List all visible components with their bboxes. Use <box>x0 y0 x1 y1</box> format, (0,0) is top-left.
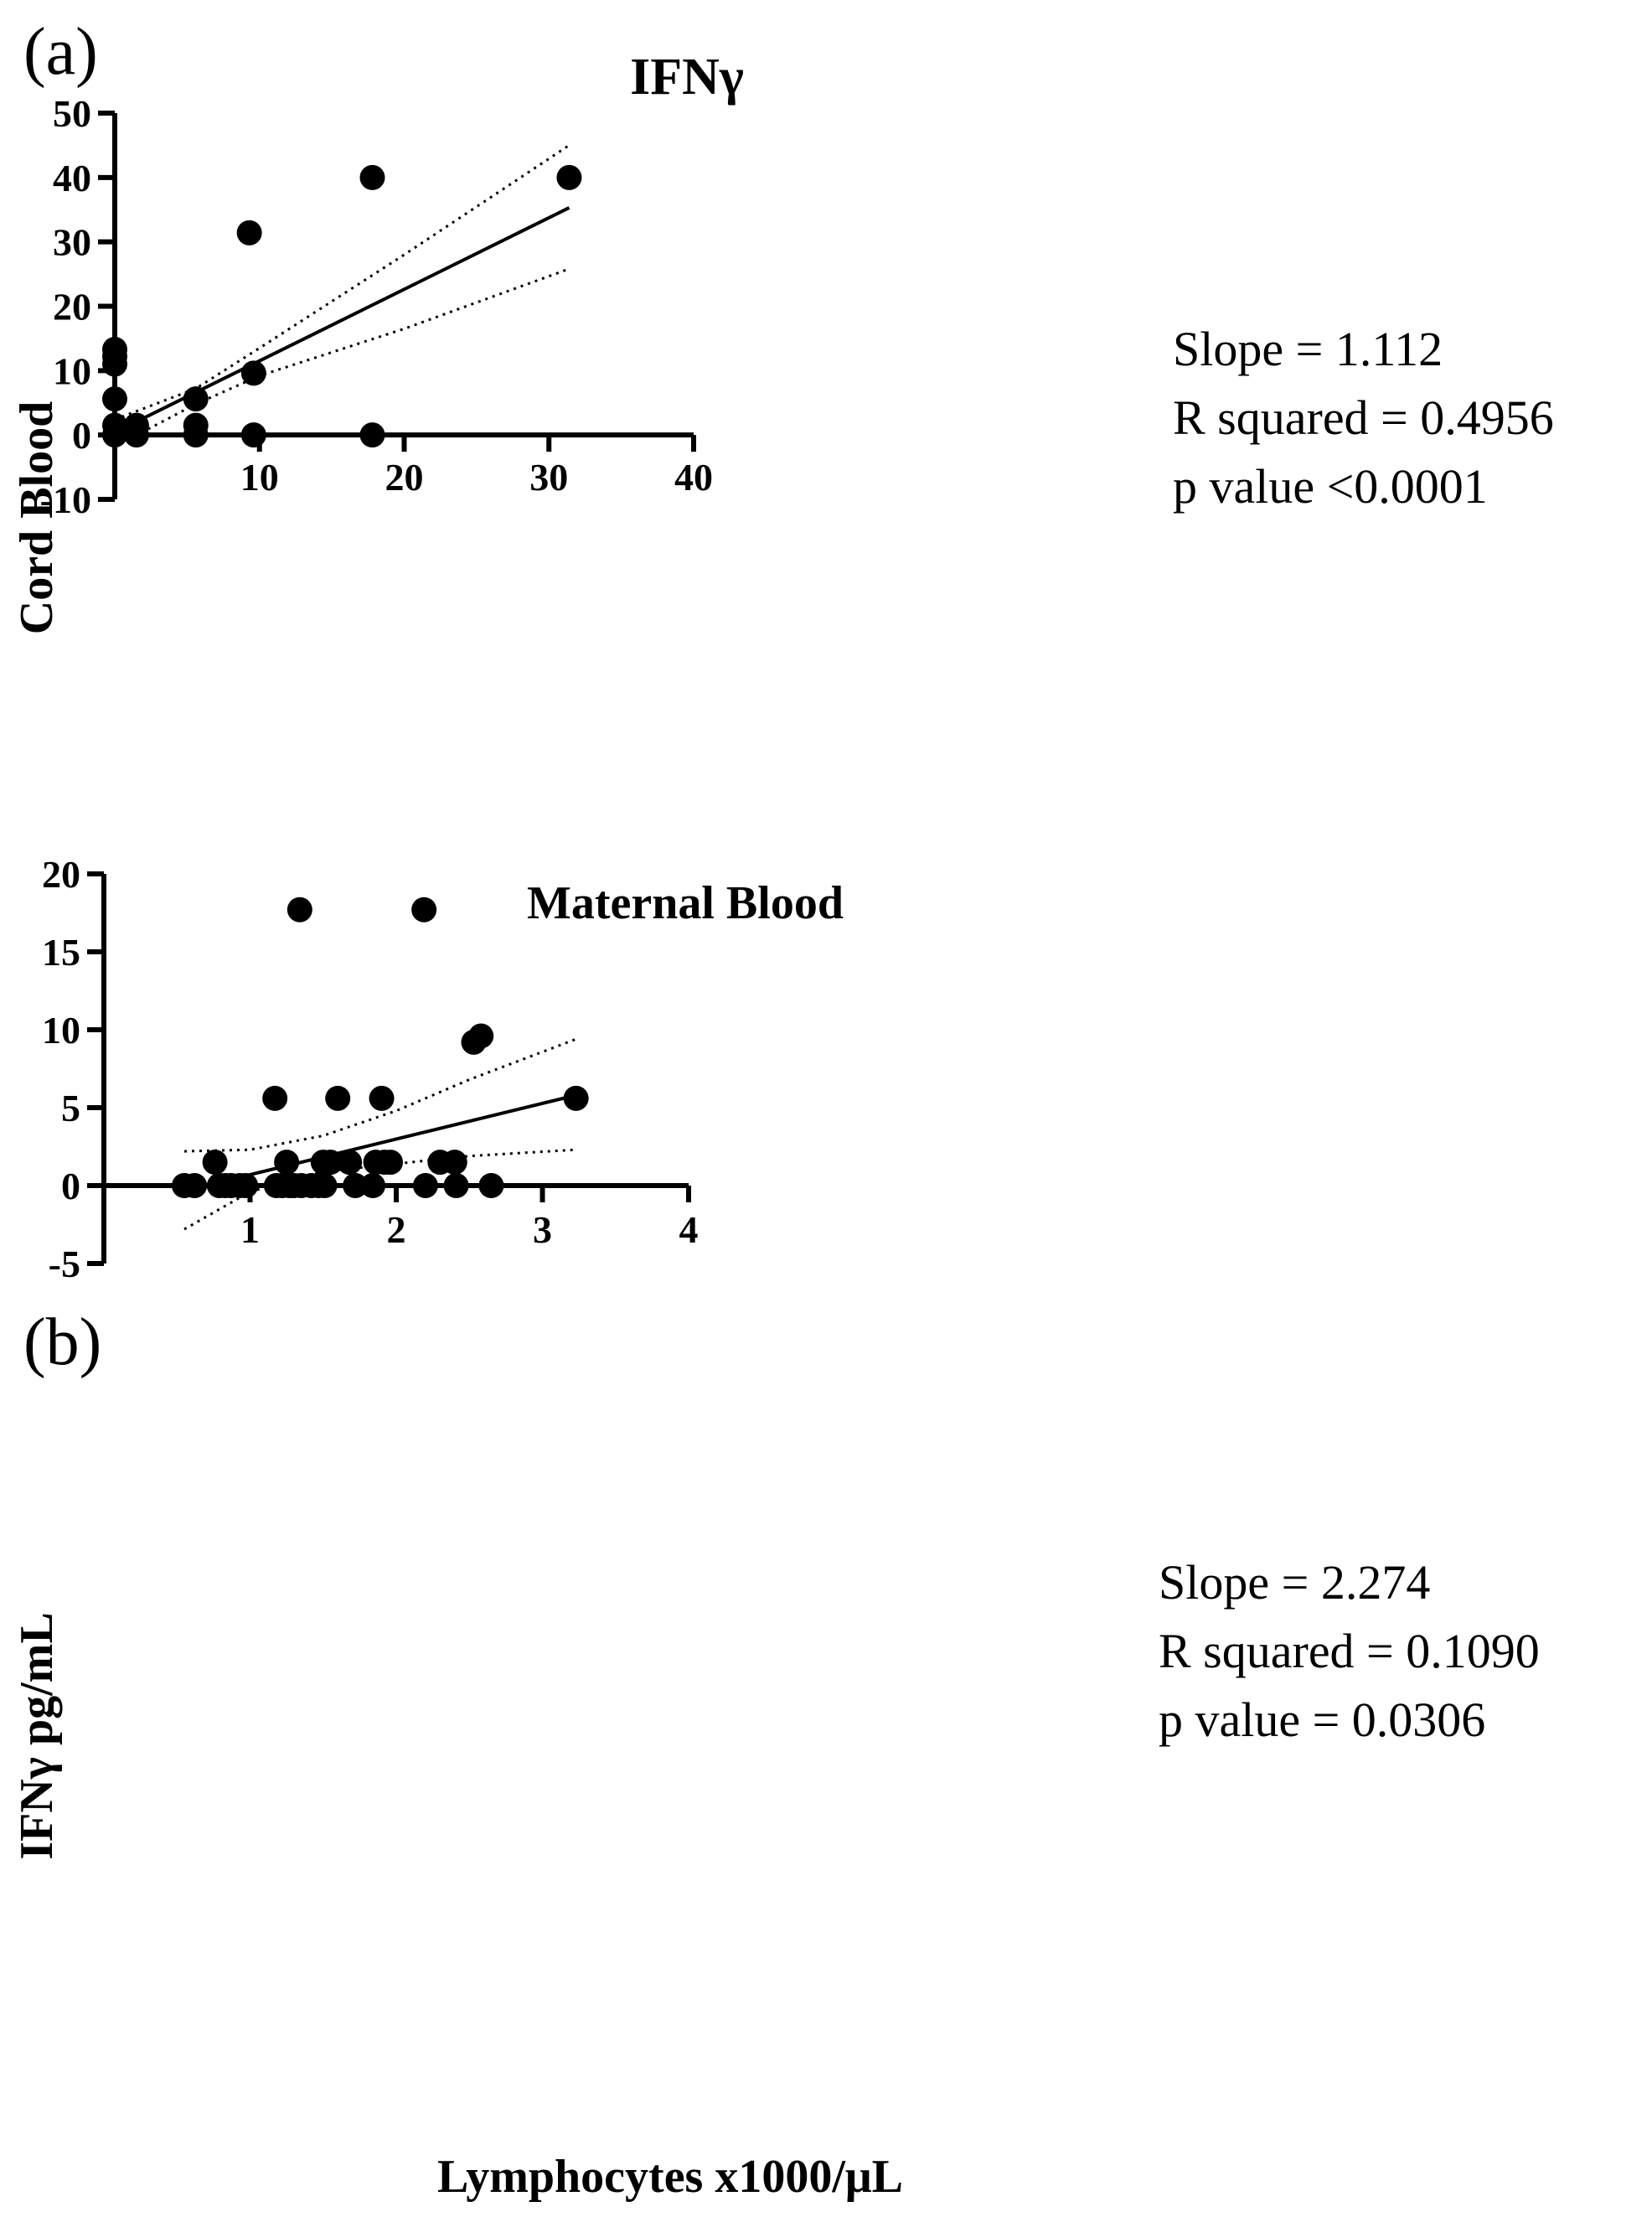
panel-a-y-tick-label: 0 <box>72 414 91 457</box>
panel-b-y-tick-label: 0 <box>61 1165 80 1207</box>
panel-a-y-tick-label: 10 <box>53 349 91 392</box>
panel-b-data-point <box>337 1150 363 1176</box>
panel-a-y-tick-label: 50 <box>53 92 91 135</box>
panel-a-data-point <box>183 386 209 412</box>
panel-a-y-tick-label: -10 <box>40 478 91 521</box>
panel-a-x-axis-label: Maternal Blood <box>527 877 844 929</box>
panel-b-ci-upper <box>183 1037 577 1153</box>
panel-a-y-axis-label: Cord Blood <box>11 401 63 635</box>
panel-a-data-point <box>236 220 262 245</box>
panel-b-y-tick-label: 20 <box>42 853 80 896</box>
panel-a-data-point <box>359 164 385 190</box>
panel-a-stat-slope: Slope = 1.112 <box>1173 322 1443 376</box>
panel-b-y-tick-label: 5 <box>61 1087 80 1129</box>
panel-a-data-point <box>102 386 127 412</box>
panel-b-label: (b) <box>23 1305 101 1379</box>
panel-a-ci-upper <box>114 144 570 421</box>
panel-b-data-point <box>325 1085 351 1111</box>
panel-a-data-point <box>556 164 582 190</box>
panel-a-data-point <box>123 422 149 448</box>
panel-b-data-point <box>443 1173 469 1198</box>
panel-b-x-tick-label: 3 <box>533 1208 552 1251</box>
panel-b-data-point <box>182 1173 208 1198</box>
panel-b-y-tick-label: 10 <box>42 1009 80 1052</box>
panel-a-stats: Slope = 1.112 R squared = 0.4956 p value… <box>1173 322 1554 514</box>
panel-a-axes: -10 0 10 20 30 40 50 10 20 30 40 <box>40 92 713 521</box>
panel-a-title: IFNγ <box>630 49 744 106</box>
panel-b-confidence-band <box>183 1037 577 1231</box>
panel-b-stat-p-value: p value = 0.0306 <box>1159 1692 1485 1747</box>
panel-b-data-point <box>233 1173 259 1198</box>
panel-b-y-axis-label: IFNγ pg/mL <box>11 1612 63 1859</box>
panel-b-regression-line <box>214 1093 577 1186</box>
panel-b-x-axis-label: Lymphocytes x1000/μL <box>437 2151 903 2203</box>
panel-b-data-point <box>343 1173 369 1198</box>
panel-a-data-point <box>102 422 127 448</box>
panel-a-regression-line <box>114 206 570 434</box>
panel-b-data-point <box>563 1085 589 1111</box>
panel-b-data-point <box>274 1150 300 1176</box>
panel-b-data-point <box>468 1023 494 1049</box>
panel-b-points <box>171 897 589 1198</box>
panel-b-x-tick-label: 1 <box>240 1208 260 1251</box>
panel-a-y-tick-label: 20 <box>53 286 91 328</box>
panel-a-data-point <box>240 360 266 386</box>
panel-b-data-point <box>360 1173 386 1198</box>
panel-b-data-point <box>412 1173 438 1198</box>
panel-b-x-tick-label: 4 <box>679 1208 699 1251</box>
panel-b-y-tick-label: -5 <box>49 1243 80 1285</box>
panel-a-data-point <box>183 422 209 448</box>
panel-a-points <box>102 164 582 448</box>
panel-b-x-tick-label: 2 <box>387 1208 406 1251</box>
panel-a-y-tick-label: 30 <box>53 221 91 264</box>
panel-a-data-point <box>102 351 127 377</box>
panel-b-data-point <box>378 1150 404 1176</box>
panel-a-x-tick-label: 40 <box>674 456 713 499</box>
panel-a-x-tick-label: 10 <box>240 456 279 499</box>
panel-b-data-point <box>369 1085 395 1111</box>
panel-b-data-point <box>478 1173 504 1198</box>
panel-a-regression <box>114 206 570 434</box>
panel-b-data-point <box>317 1150 343 1176</box>
panel-b-regression <box>214 1093 577 1186</box>
panel-a-y-tick-label: 40 <box>53 157 91 199</box>
panel-a-ci-lower <box>114 267 570 448</box>
panel-b-stat-r-squared: R squared = 0.1090 <box>1159 1624 1540 1678</box>
panel-a-stat-p-value: p value <0.0001 <box>1173 459 1488 514</box>
panel-a-x-tick-label: 30 <box>529 456 568 499</box>
panel-b-axes: -5 0 5 10 15 20 1 2 3 4 <box>42 853 699 1285</box>
panel-a-data-point <box>359 422 385 448</box>
panel-a-confidence-band <box>114 144 570 448</box>
panel-a-label: (a) <box>23 15 98 89</box>
panel-b-data-point <box>312 1173 338 1198</box>
panel-b-y-tick-label: 15 <box>42 931 80 974</box>
panel-b-data-point <box>441 1150 467 1176</box>
panel-b-data-point <box>262 1085 288 1111</box>
panel-a: (a) IFNγ -10 0 10 20 30 40 50 10 20 30 40 Maternal… <box>11 15 1554 929</box>
panel-b-stats: Slope = 2.274 R squared = 0.1090 p value… <box>1159 1555 1540 1747</box>
panel-a-stat-r-squared: R squared = 0.4956 <box>1173 390 1554 445</box>
panel-b-data-point <box>287 897 312 922</box>
panel-a-x-tick-label: 20 <box>385 456 424 499</box>
panel-a-data-point <box>240 422 266 448</box>
panel-b-data-point <box>411 897 437 922</box>
panel-b-stat-slope: Slope = 2.274 <box>1159 1555 1430 1610</box>
panel-b-data-point <box>202 1150 228 1176</box>
